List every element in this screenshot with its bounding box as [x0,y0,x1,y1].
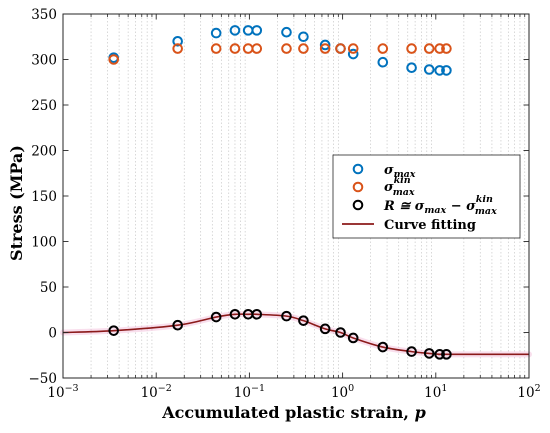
data-point-series-1 [298,43,309,54]
data-point-series-2 [229,309,241,320]
legend: σmax σkin max R ≅ σmax − σkin max Curve fi… [332,154,521,239]
data-point-series-1 [434,43,445,54]
legend-marker-r [352,199,364,211]
legend-label-r: R ≅ σmax − σkin max [383,194,497,217]
y-axis-label: Stress (MPa) [7,145,26,261]
data-point-series-0 [441,65,452,76]
data-point-series-2 [172,319,183,331]
data-point-series-0 [377,56,389,68]
data-point-series-2 [319,323,331,335]
data-point-series-2 [335,327,346,338]
x-axis-label-variable: p [415,403,426,422]
data-point-series-2 [210,311,222,323]
x-tick-label: 100 [331,383,354,401]
data-point-series-1 [210,43,222,54]
data-point-series-0 [172,36,183,47]
y-tick-label: 50 [40,280,57,296]
data-point-series-2 [251,309,263,320]
data-point-series-1 [347,43,359,54]
data-point-series-2 [298,315,309,326]
ticks [62,13,530,379]
y-tick-label: 250 [31,98,57,114]
y-tick-label: 200 [31,144,57,160]
data-point-series-2 [423,348,435,359]
x-axis-label-text: Accumulated plastic strain, [161,403,414,422]
legend-marker-sigma-max [352,163,364,175]
data-point-series-1 [423,43,435,54]
y-tick-label: 350 [31,7,57,23]
data-point-series-0 [406,62,417,73]
data-point-series-0 [347,48,359,60]
tick-labels: −50 0 50 100 150 200 250 300 350 10−3 10−2 10−1 100 1… [29,7,541,401]
data-point-series-2 [281,310,292,322]
x-tick-label: 10−2 [141,383,172,401]
data-point-series-0 [423,64,435,75]
data-point-series-1 [281,43,292,54]
data-point-series-2 [377,341,389,353]
y-tick-label: 0 [48,326,57,342]
legend-label-sigma-max: σmax [384,163,416,180]
data-point-series-1 [441,43,452,54]
data-point-series-1 [319,43,331,54]
data-point-series-0 [281,26,292,38]
data-point-series-1 [251,43,263,54]
x-tick-label: 10−1 [234,383,265,401]
data-point-series-1 [108,54,120,65]
legend-marker-sigma-kin [352,181,364,193]
x-tick-label: 101 [424,383,447,401]
data-point-series-1 [377,43,389,54]
legend-label-fit: Curve fitting [384,218,476,233]
data-point-series-0 [229,25,241,36]
data-point-series-2 [108,325,120,336]
data-points [108,25,452,360]
data-point-series-2 [406,346,417,357]
y-tick-label: 300 [31,53,57,69]
x-axis-label: Accumulated plastic strain, p [161,403,426,422]
data-point-series-0 [319,39,331,51]
data-point-series-2 [434,349,445,360]
data-point-series-0 [434,65,445,76]
y-tick-label: −50 [29,371,58,387]
data-point-series-2 [441,349,452,360]
data-point-series-0 [210,27,222,39]
y-tick-label: 150 [31,189,57,205]
data-point-series-1 [229,43,241,54]
data-point-series-1 [406,43,417,54]
data-point-series-1 [335,43,346,54]
data-point-series-2 [347,332,359,344]
y-tick-label: 100 [31,235,57,251]
data-point-series-1 [172,43,183,54]
x-tick-label: 10−3 [47,383,78,401]
legend-label-sigma-kin: σkin max [384,175,415,198]
data-point-series-0 [298,31,309,43]
data-point-series-0 [251,25,263,36]
x-tick-label: 102 [517,383,540,401]
